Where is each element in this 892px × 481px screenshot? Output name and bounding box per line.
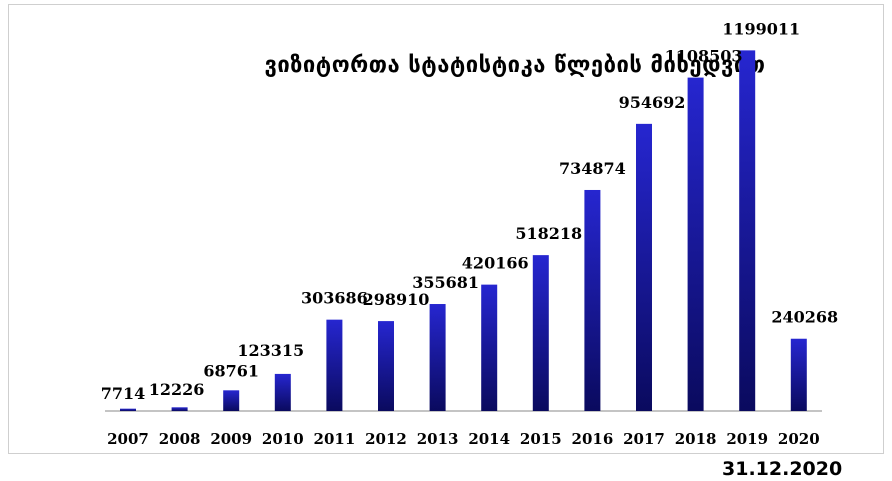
bar-2012	[378, 321, 394, 411]
x-tick-2008: 2008	[159, 430, 201, 448]
x-tick-2014: 2014	[468, 430, 510, 448]
data-label-2016: 734874	[559, 159, 626, 178]
data-label-2015: 518218	[515, 224, 582, 243]
bar-2010	[274, 373, 291, 411]
bar-2020	[790, 338, 807, 411]
data-label-2011: 303686	[301, 289, 368, 308]
bars-group	[120, 50, 807, 411]
x-tick-2013: 2013	[417, 430, 459, 448]
x-tick-2009: 2009	[210, 430, 252, 448]
bar-2013	[429, 304, 446, 411]
chart-title: ვიზიტორთა სტატისტიკა წლების მიხედვით	[264, 53, 765, 78]
bar-2019	[739, 50, 756, 411]
date-stamp: 31.12.2020	[722, 458, 843, 480]
x-tick-2019: 2019	[726, 430, 768, 448]
bar-2018	[687, 77, 704, 411]
x-tick-labels: 2007 2008 2009 2010 2011 2012 2013 2014 2015 2016…	[107, 430, 820, 448]
data-label-2009: 68761	[203, 361, 259, 380]
x-tick-2012: 2012	[365, 430, 407, 448]
bar-2015	[532, 255, 549, 411]
data-label-2017: 954692	[619, 93, 686, 112]
bar-2011	[326, 319, 343, 411]
x-tick-2011: 2011	[314, 430, 356, 448]
data-label-2013: 355681	[412, 273, 479, 292]
x-tick-2018: 2018	[675, 430, 717, 448]
bar-2017	[636, 123, 652, 411]
data-label-2018: 1108503	[665, 47, 743, 66]
x-tick-2017: 2017	[623, 430, 665, 448]
data-label-2007: 7714	[101, 384, 146, 403]
x-tick-2007: 2007	[107, 430, 149, 448]
data-label-2008: 12226	[149, 380, 205, 399]
data-label-2014: 420166	[462, 254, 529, 273]
data-label-2010: 123315	[237, 341, 304, 360]
bar-2016	[584, 189, 601, 411]
data-label-2020: 240268	[771, 308, 838, 327]
bar-2009	[223, 390, 240, 411]
bar-2007	[120, 408, 136, 411]
x-tick-2010: 2010	[262, 430, 304, 448]
bar-2014	[481, 284, 498, 411]
chart-frame	[8, 4, 884, 454]
x-tick-2015: 2015	[520, 430, 562, 448]
x-tick-2016: 2016	[572, 430, 614, 448]
data-label-2019: 1199011	[722, 19, 800, 38]
bar-2008	[171, 407, 188, 411]
data-label-2012: 298910	[363, 290, 430, 309]
x-tick-2020: 2020	[778, 430, 820, 448]
